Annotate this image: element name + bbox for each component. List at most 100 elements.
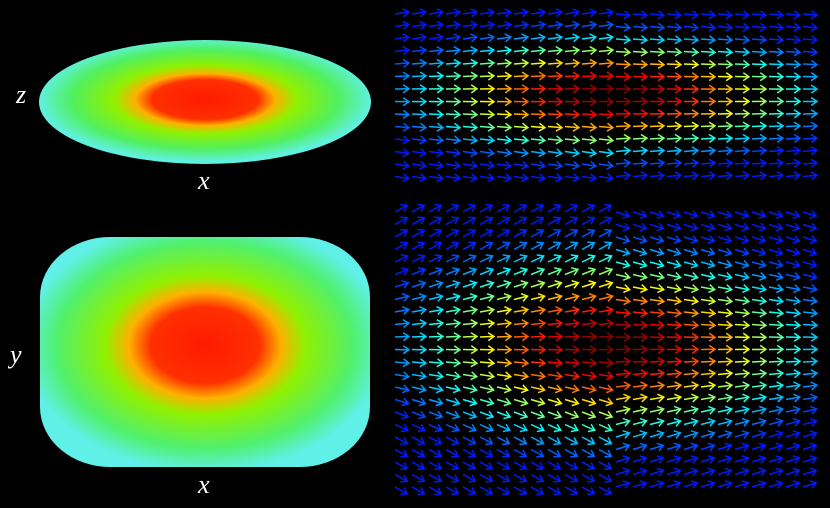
vector-arrow — [547, 84, 564, 94]
vector-arrow — [802, 284, 819, 294]
vector-arrow — [700, 247, 716, 257]
vector-arrow — [496, 461, 511, 471]
vector-arrow — [700, 405, 716, 415]
vector-arrow — [666, 381, 683, 391]
vector-arrow — [768, 405, 784, 415]
vector-arrow — [598, 216, 613, 226]
vector-arrow — [479, 461, 494, 471]
vector-arrow — [428, 305, 445, 315]
vector-arrow — [785, 22, 802, 32]
vector-arrow — [649, 442, 665, 452]
vector-arrow — [394, 423, 409, 433]
vector-arrow — [547, 109, 564, 119]
vector-arrow — [428, 71, 445, 81]
vector-arrow — [547, 254, 562, 263]
vector-arrow — [513, 371, 530, 381]
vector-arrow — [530, 46, 547, 56]
vector-arrow — [547, 228, 562, 238]
vector-arrow — [513, 46, 530, 56]
vector-arrow — [785, 417, 801, 427]
vector-arrow — [802, 35, 819, 45]
vector-arrow — [445, 280, 461, 289]
vector-arrow — [615, 296, 632, 306]
vector-arrow — [411, 173, 428, 183]
vector-arrow — [513, 203, 528, 213]
vector-arrow — [751, 171, 768, 181]
vector-arrow — [649, 455, 665, 464]
vector-arrow — [547, 8, 564, 18]
vector-arrow — [428, 384, 444, 394]
vector-arrow — [462, 135, 479, 145]
vector-arrow — [649, 72, 666, 82]
vector-arrow — [428, 358, 445, 368]
vector-arrow — [717, 121, 734, 131]
vector-arrow — [394, 267, 410, 276]
vector-arrow — [530, 20, 547, 30]
vector-arrow — [683, 35, 700, 45]
vector-arrow — [785, 10, 802, 20]
vector-arrow — [445, 148, 462, 158]
vector-arrow — [479, 97, 496, 107]
vector-arrow — [683, 430, 699, 439]
vector-arrow — [445, 46, 462, 56]
vector-arrow — [700, 35, 717, 45]
vector-arrow — [530, 216, 545, 226]
vector-arrow — [632, 96, 649, 106]
vector-arrow — [751, 22, 768, 32]
vector-arrow — [581, 228, 596, 238]
vector-arrow — [768, 455, 784, 464]
vector-arrow — [700, 480, 716, 489]
vector-arrow — [428, 46, 445, 56]
vector-arrow — [530, 173, 547, 183]
vector-arrow — [581, 267, 597, 276]
vector-arrow — [615, 222, 631, 232]
vector-arrow — [802, 405, 818, 415]
vector-arrow — [683, 271, 699, 281]
vector-arrow — [547, 410, 563, 420]
vector-arrow — [751, 84, 768, 94]
vector-arrow — [496, 216, 511, 226]
vector-arrow — [394, 173, 411, 183]
vector-arrow — [547, 71, 564, 81]
vector-arrow — [479, 228, 494, 238]
vector-arrow — [717, 222, 733, 232]
vector-arrow — [751, 158, 768, 168]
vector-arrow — [785, 171, 802, 181]
vector-arrow — [547, 423, 562, 433]
vector-arrow — [530, 8, 547, 18]
vector-arrow — [581, 20, 598, 30]
vector-arrow — [428, 20, 445, 30]
vector-arrow — [615, 284, 632, 294]
vector-arrow — [394, 84, 411, 94]
vector-arrow — [649, 332, 666, 342]
axis-label: x — [197, 470, 210, 499]
vector-arrow — [802, 10, 819, 20]
vector-arrow — [700, 296, 717, 306]
vector-arrow — [445, 292, 461, 302]
vector-arrow — [547, 358, 564, 368]
vector-arrow — [513, 33, 530, 43]
vector-arrow — [530, 436, 545, 446]
vector-arrow — [666, 84, 683, 94]
vector-arrow — [649, 47, 666, 57]
vector-arrow — [479, 473, 494, 483]
vector-arrow — [802, 96, 819, 106]
vector-arrow — [649, 171, 666, 181]
vector-arrow — [768, 271, 784, 281]
vector-arrow — [666, 308, 683, 318]
vector-arrow — [445, 58, 462, 68]
vector-arrow — [445, 319, 462, 329]
vector-arrow — [581, 254, 596, 263]
vector-arrow — [513, 410, 529, 420]
vector-arrow — [411, 228, 426, 238]
vector-arrow — [768, 10, 785, 20]
vector-arrow — [513, 254, 528, 263]
vector-arrow — [411, 397, 427, 407]
vector-arrow — [632, 369, 649, 379]
vector-arrow — [700, 284, 717, 294]
vector-arrow — [411, 254, 426, 263]
vector-arrow — [598, 84, 615, 94]
vector-arrow — [496, 371, 513, 381]
vector-arrow — [394, 305, 411, 315]
vector-arrow — [496, 148, 513, 158]
